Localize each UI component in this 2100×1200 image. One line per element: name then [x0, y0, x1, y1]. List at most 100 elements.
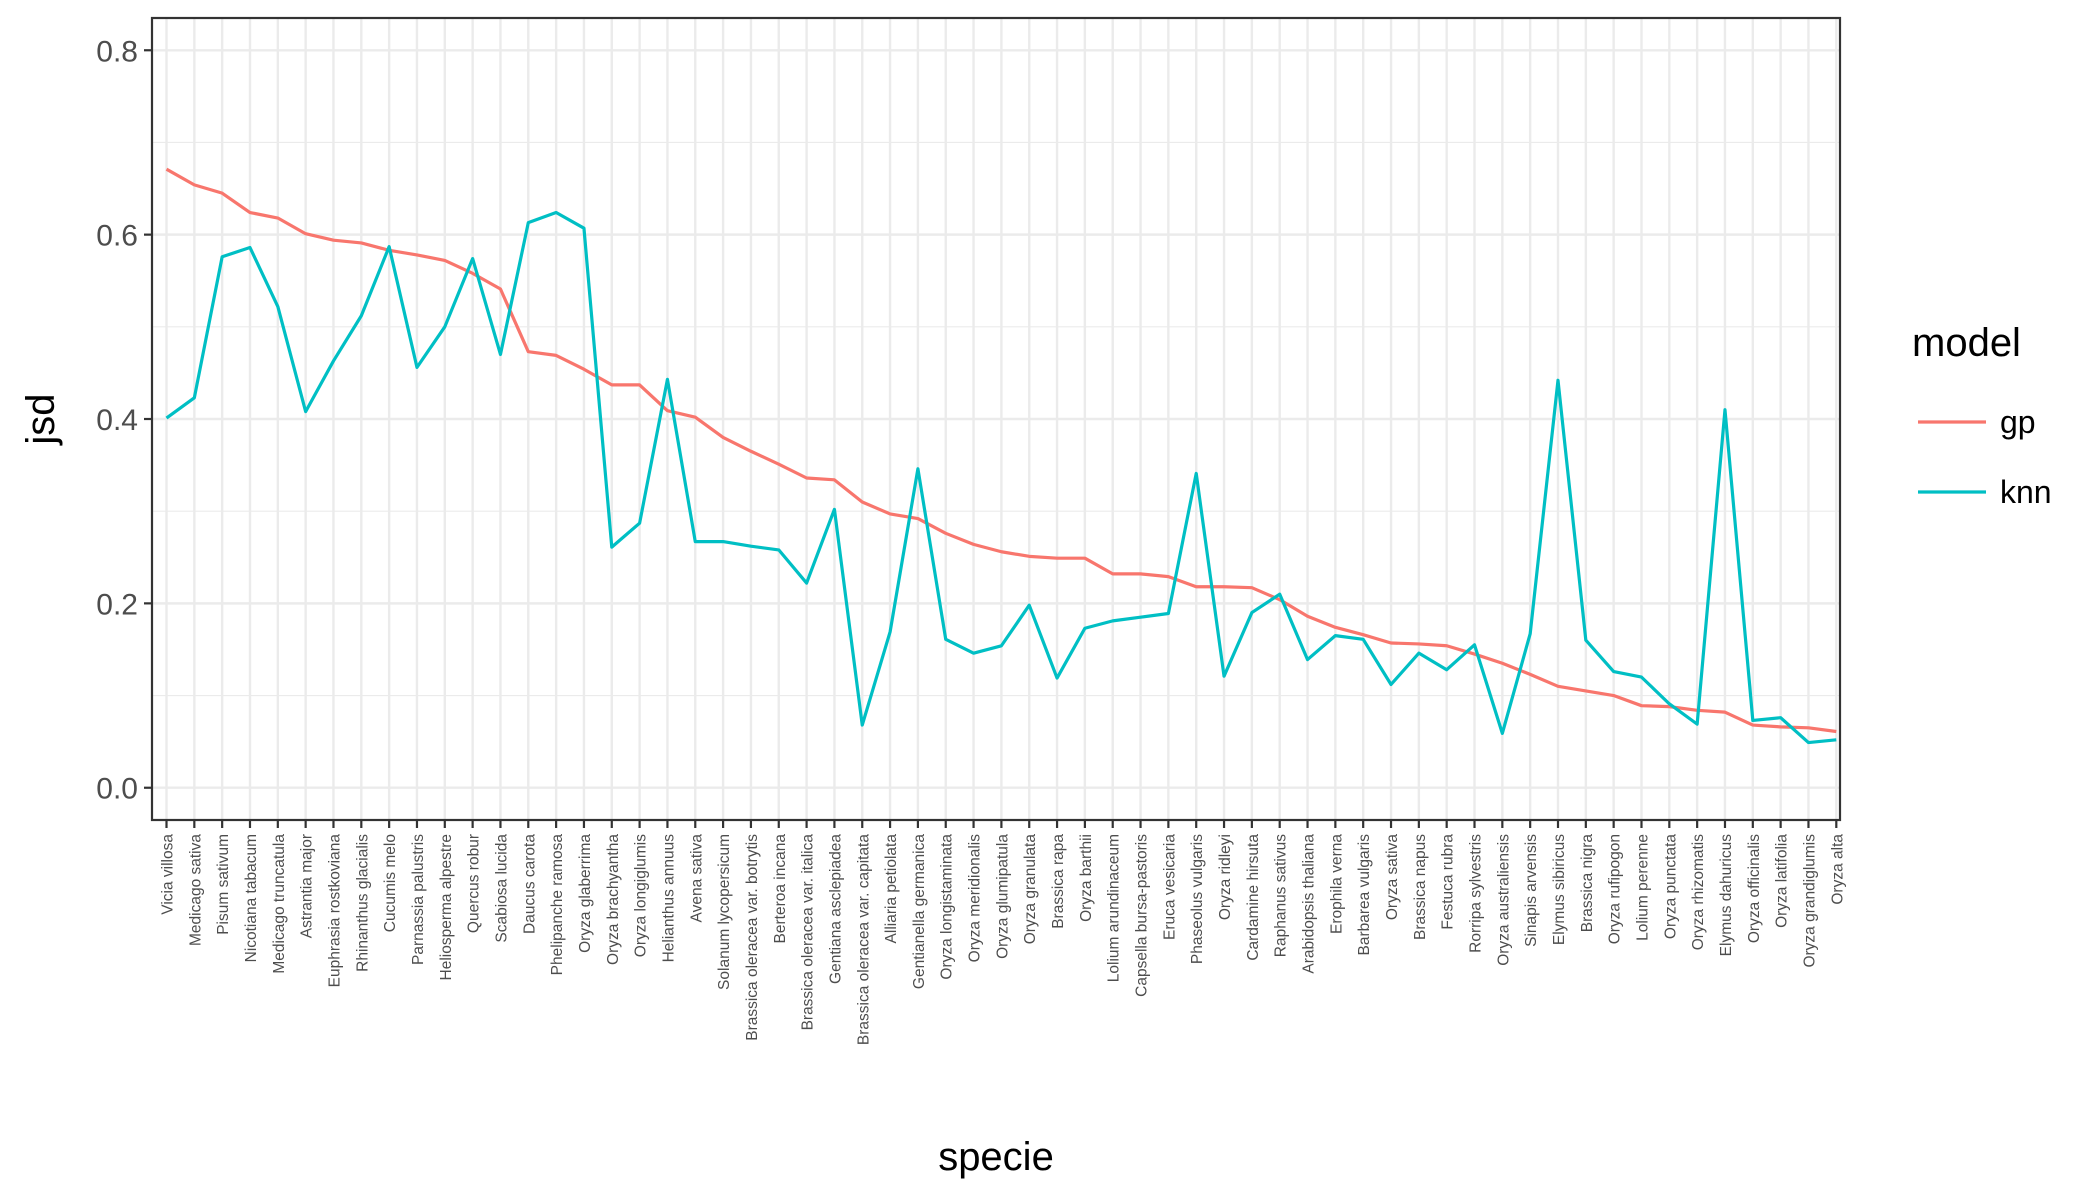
data-point-knn	[944, 637, 948, 641]
data-point-knn	[693, 540, 697, 544]
data-point-knn	[1417, 651, 1421, 655]
x-tick-label: Oryza brachyantha	[605, 834, 622, 965]
x-tick-label: Daucus carota	[521, 834, 538, 934]
x-tick-label: Scabiosa lucida	[493, 834, 510, 943]
data-point-gp	[1027, 554, 1031, 558]
data-point-knn	[1500, 731, 1504, 735]
data-point-knn	[192, 396, 196, 400]
data-point-gp	[638, 383, 642, 387]
data-point-knn	[665, 377, 669, 381]
data-point-gp	[832, 478, 836, 482]
data-point-knn	[1027, 603, 1031, 607]
x-tick-label: Pisum sativum	[215, 834, 232, 935]
x-tick-label: Phaseolus vulgaris	[1189, 834, 1206, 964]
data-point-knn	[916, 467, 920, 471]
data-point-knn	[888, 630, 892, 634]
y-tick-label: 0.2	[96, 588, 138, 621]
data-point-gp	[1445, 644, 1449, 648]
data-point-gp	[276, 216, 280, 220]
data-point-gp	[805, 476, 809, 480]
data-point-knn	[1806, 741, 1810, 745]
data-point-gp	[1584, 689, 1588, 693]
data-point-gp	[498, 287, 502, 291]
x-tick-label: Avena sativa	[688, 834, 705, 923]
legend-label-gp: gp	[2000, 404, 2036, 440]
data-point-gp	[415, 253, 419, 257]
x-tick-label: Brassica oleracea var. italica	[800, 834, 817, 1031]
x-tick-label: Oryza australiensis	[1495, 834, 1512, 966]
x-axis: Vicia villosa Medicago sativa Pisum sativu…	[160, 820, 1846, 1045]
data-point-knn	[359, 314, 363, 318]
series-gp	[165, 167, 1837, 734]
x-tick-label: Oryza longistaminata	[939, 834, 956, 980]
data-point-gp	[1250, 586, 1254, 590]
legend-label-knn: knn	[2000, 474, 2052, 510]
legend-title: model	[1912, 321, 2021, 365]
data-point-gp	[1528, 672, 1532, 676]
data-point-knn	[1194, 471, 1198, 475]
x-tick-label: Oryza officinalis	[1746, 834, 1763, 943]
data-point-gp	[1779, 725, 1783, 729]
data-point-knn	[999, 644, 1003, 648]
x-tick-label: Solanum lycopersicum	[716, 834, 733, 990]
data-point-gp	[220, 191, 224, 195]
series-layer	[165, 167, 1837, 745]
x-tick-label: Quercus robur	[466, 834, 483, 933]
x-tick-label: Medicago truncatula	[271, 834, 288, 974]
data-point-gp	[1639, 704, 1643, 708]
data-point-knn	[471, 257, 475, 261]
x-tick-label: Rhinanthus glacialis	[354, 834, 371, 972]
data-point-knn	[1250, 611, 1254, 615]
data-point-gp	[471, 271, 475, 275]
data-point-knn	[1445, 668, 1449, 672]
data-point-gp	[1222, 585, 1226, 589]
x-tick-label: Rorripa sylvestris	[1468, 834, 1485, 953]
data-point-gp	[1333, 625, 1337, 629]
x-tick-label: Phelipanche ramosa	[549, 834, 566, 976]
data-point-knn	[165, 416, 169, 420]
x-tick-label: Lolium perenne	[1634, 834, 1651, 941]
data-point-gp	[749, 449, 753, 453]
x-tick-label: Brassica nigra	[1579, 834, 1596, 933]
data-point-gp	[443, 258, 447, 262]
data-point-gp	[1139, 572, 1143, 576]
data-point-knn	[1779, 716, 1783, 720]
data-point-knn	[331, 359, 335, 363]
x-tick-label: Nicotiana tabacum	[243, 834, 260, 962]
series-knn	[165, 210, 1837, 745]
data-point-gp	[1723, 710, 1727, 714]
x-tick-label: Oryza alta	[1829, 834, 1846, 905]
legend: model gp knn	[1910, 321, 2052, 518]
x-tick-label: Capsella bursa-pastoris	[1134, 834, 1151, 997]
data-point-knn	[1389, 682, 1393, 686]
y-axis-title: jsd	[19, 393, 63, 445]
x-tick-label: Oryza grandiglumis	[1801, 834, 1818, 968]
x-tick-label: Gentiana asclepiadea	[827, 834, 844, 984]
data-point-gp	[1612, 694, 1616, 698]
y-axis: 0.0 0.2 0.4 0.6 0.8	[96, 35, 152, 806]
data-point-knn	[304, 410, 308, 414]
x-tick-label: Oryza rufipogon	[1607, 834, 1624, 944]
data-point-knn	[1473, 643, 1477, 647]
data-point-knn	[1667, 702, 1671, 706]
x-tick-label: Oryza sativa	[1384, 834, 1401, 921]
data-point-knn	[1639, 675, 1643, 679]
x-tick-label: Astrantia major	[299, 834, 316, 938]
data-point-knn	[1333, 634, 1337, 638]
x-tick-label: Erophila verna	[1328, 834, 1345, 934]
data-point-knn	[1695, 722, 1699, 726]
y-tick-label: 0.6	[96, 220, 138, 253]
x-tick-label: Euphrasia rostkoviana	[326, 834, 343, 988]
data-point-gp	[972, 542, 976, 546]
x-tick-label: Oryza longiglumis	[633, 834, 650, 957]
data-point-knn	[972, 651, 976, 655]
data-point-knn	[443, 325, 447, 329]
data-point-knn	[1556, 378, 1560, 382]
x-axis-title: specie	[938, 1135, 1054, 1179]
data-point-gp	[1417, 642, 1421, 646]
x-tick-label: Oryza glaberrima	[577, 834, 594, 953]
x-tick-label: Brassica oleracea var. capitata	[855, 834, 872, 1045]
data-point-gp	[1055, 556, 1059, 560]
